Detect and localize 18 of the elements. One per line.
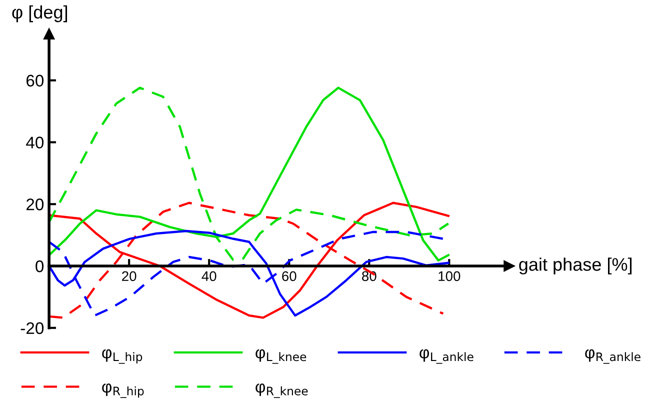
x-tick-label: 60 xyxy=(282,271,296,282)
y-tick-label: 0 xyxy=(36,260,44,272)
x-tick-label: 100 xyxy=(438,271,460,282)
legend-label: φ$_{L_ankle}$ xyxy=(420,349,474,364)
x-tick-label: 40 xyxy=(202,271,216,282)
legend-label: φ$_{R_hip}$ xyxy=(102,384,144,398)
legend-label: φ$_{R_knee}$ xyxy=(256,384,308,398)
y-axis-title: φ [deg] xyxy=(12,5,68,22)
y-tick-label: 20 xyxy=(26,198,44,210)
legend-label: φ$_{L_hip}$ xyxy=(102,349,142,364)
y-tick-label: -20 xyxy=(20,322,44,334)
legend-label: φ$_{L_knee}$ xyxy=(256,349,306,364)
x-tick-label: 80 xyxy=(362,271,376,282)
x-axis-title: gait phase [%] xyxy=(519,258,632,274)
y-tick-label: 60 xyxy=(26,74,44,87)
legend-label: φ$_{R_ankle}$ xyxy=(585,349,640,364)
y-tick-label: 40 xyxy=(26,136,44,148)
x-tick-label: 20 xyxy=(122,271,136,282)
